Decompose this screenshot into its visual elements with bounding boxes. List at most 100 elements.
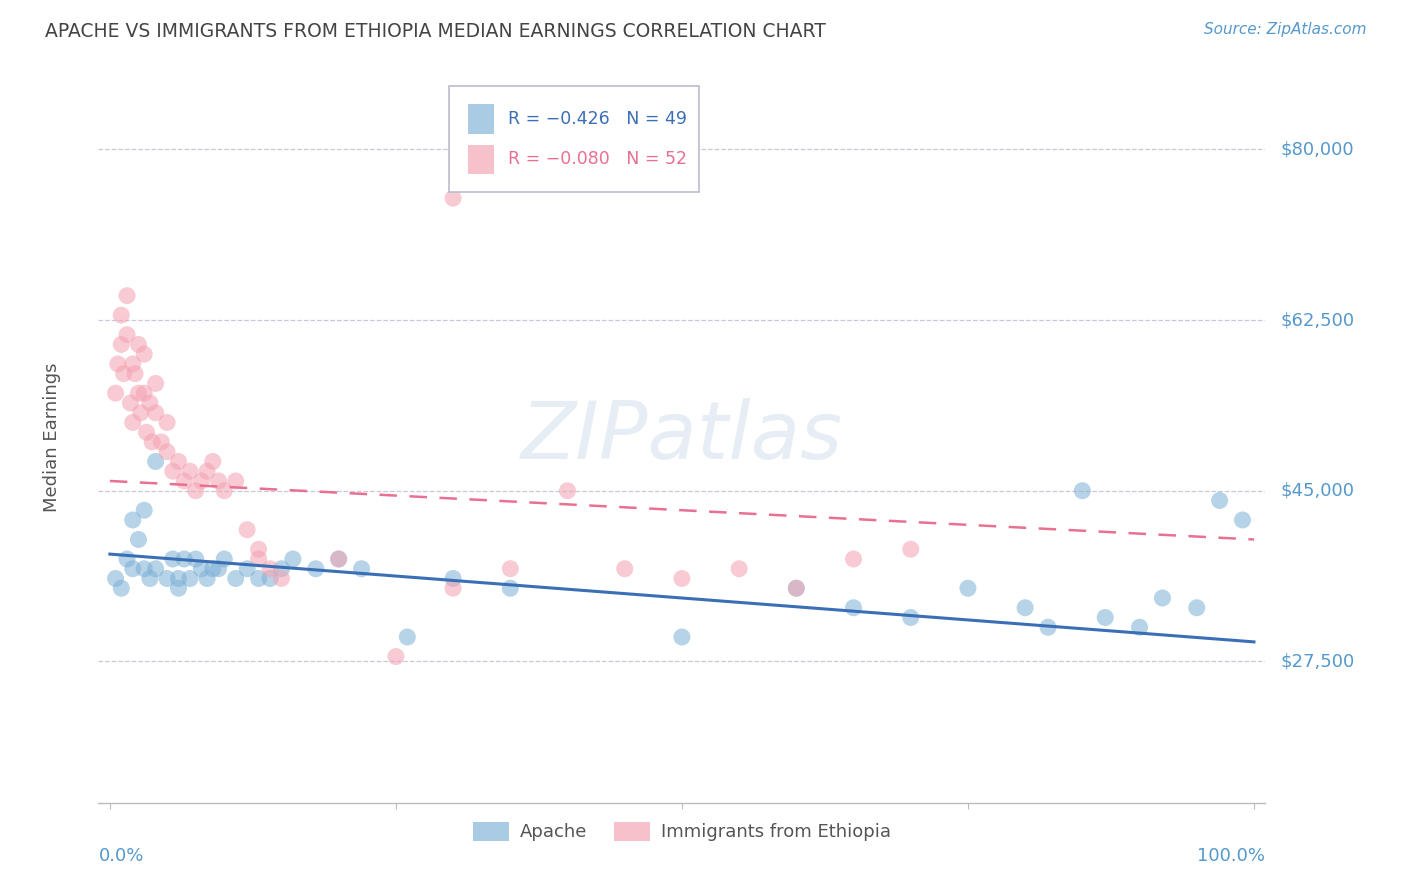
Point <box>1152 591 1174 605</box>
Text: $80,000: $80,000 <box>1281 140 1354 159</box>
Point <box>225 474 247 488</box>
Point <box>900 610 922 624</box>
Point <box>259 572 281 586</box>
Point <box>145 406 167 420</box>
Point <box>150 434 173 449</box>
Point <box>134 386 156 401</box>
Point <box>141 434 163 449</box>
Point <box>842 552 865 566</box>
Point <box>785 581 807 595</box>
Point <box>270 562 292 576</box>
Point <box>214 552 236 566</box>
Point <box>499 581 522 595</box>
Point <box>441 191 464 205</box>
Point <box>145 562 167 576</box>
Point <box>900 542 922 557</box>
Point <box>121 357 143 371</box>
Text: R = −0.080   N = 52: R = −0.080 N = 52 <box>508 150 688 168</box>
Point <box>184 483 207 498</box>
Point <box>115 552 138 566</box>
Point <box>162 464 184 478</box>
Point <box>107 357 129 371</box>
Text: 100.0%: 100.0% <box>1198 847 1265 864</box>
Point <box>236 562 259 576</box>
Point <box>328 552 350 566</box>
Point <box>173 474 195 488</box>
Point <box>184 552 207 566</box>
Point <box>167 581 190 595</box>
FancyBboxPatch shape <box>468 145 494 174</box>
Text: Median Earnings: Median Earnings <box>42 362 60 512</box>
Point <box>1036 620 1059 634</box>
Point <box>139 572 162 586</box>
Point <box>247 542 270 557</box>
Point <box>385 649 408 664</box>
Point <box>156 572 179 586</box>
Point <box>121 513 143 527</box>
Point <box>557 483 579 498</box>
Point <box>236 523 259 537</box>
Text: $45,000: $45,000 <box>1281 482 1354 500</box>
Point <box>145 454 167 468</box>
Point <box>441 581 464 595</box>
Text: Source: ZipAtlas.com: Source: ZipAtlas.com <box>1204 22 1367 37</box>
Point <box>259 562 281 576</box>
Point <box>139 396 162 410</box>
Text: $62,500: $62,500 <box>1281 311 1355 329</box>
FancyBboxPatch shape <box>468 104 494 134</box>
Text: R = −0.426   N = 49: R = −0.426 N = 49 <box>508 110 688 128</box>
Point <box>247 552 270 566</box>
Point <box>124 367 146 381</box>
Point <box>129 406 152 420</box>
Point <box>207 562 229 576</box>
Point <box>671 572 693 586</box>
Point <box>104 572 127 586</box>
Point <box>121 562 143 576</box>
Point <box>1208 493 1230 508</box>
Point <box>1014 600 1036 615</box>
Point <box>173 552 195 566</box>
Point <box>728 562 751 576</box>
Point <box>396 630 419 644</box>
FancyBboxPatch shape <box>449 86 699 192</box>
Point <box>956 581 979 595</box>
Point <box>145 376 167 391</box>
Point <box>201 562 224 576</box>
Text: ZIPatlas: ZIPatlas <box>520 398 844 476</box>
Legend: Apache, Immigrants from Ethiopia: Apache, Immigrants from Ethiopia <box>465 814 898 848</box>
Point <box>104 386 127 401</box>
Point <box>167 454 190 468</box>
Point <box>1128 620 1150 634</box>
Point <box>281 552 304 566</box>
Point <box>207 474 229 488</box>
Point <box>225 572 247 586</box>
Point <box>842 600 865 615</box>
Point <box>110 337 132 351</box>
Point <box>127 386 149 401</box>
Point <box>127 533 149 547</box>
Point <box>179 464 201 478</box>
Point <box>121 416 143 430</box>
Point <box>214 483 236 498</box>
Text: 0.0%: 0.0% <box>98 847 143 864</box>
Point <box>247 572 270 586</box>
Point <box>1094 610 1116 624</box>
Point <box>134 347 156 361</box>
Text: APACHE VS IMMIGRANTS FROM ETHIOPIA MEDIAN EARNINGS CORRELATION CHART: APACHE VS IMMIGRANTS FROM ETHIOPIA MEDIA… <box>45 22 825 41</box>
Point <box>134 562 156 576</box>
Point <box>671 630 693 644</box>
Point <box>613 562 636 576</box>
Point <box>179 572 201 586</box>
Point <box>190 562 212 576</box>
Point <box>1185 600 1208 615</box>
Point <box>195 572 218 586</box>
Point <box>195 464 218 478</box>
Point <box>156 416 179 430</box>
Point <box>162 552 184 566</box>
Point <box>112 367 135 381</box>
Point <box>167 572 190 586</box>
Point <box>156 444 179 458</box>
Point <box>110 308 132 322</box>
Text: $27,500: $27,500 <box>1281 652 1355 671</box>
Point <box>135 425 157 440</box>
